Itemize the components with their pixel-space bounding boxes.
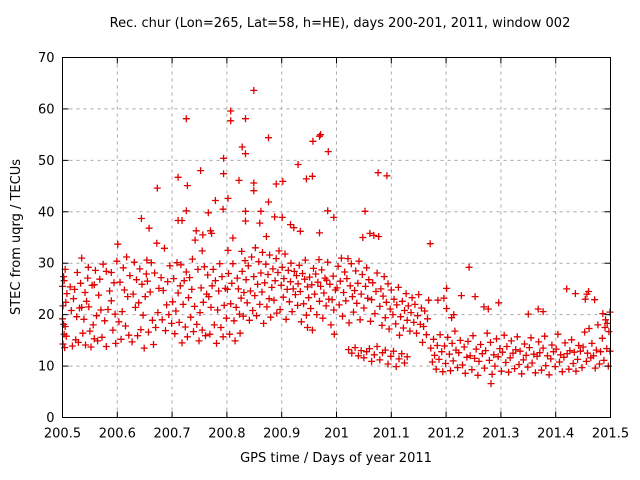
gridlines [62, 57, 611, 418]
x-tick-label: 201.5 [592, 427, 629, 442]
plot-border [62, 57, 611, 418]
x-tick-label: 200.9 [263, 427, 300, 442]
x-tick-label: 200.5 [44, 427, 81, 442]
y-tick-label: 70 [38, 51, 55, 66]
x-tick-label: 201.1 [373, 427, 410, 442]
axis-tick-labels: 200.5 200.6 200.7 200.8 200.9 201 201.1 201.2 20… [38, 51, 629, 442]
x-tick-label: 200.6 [99, 427, 136, 442]
y-tick-label: 0 [46, 411, 54, 426]
x-axis-label: GPS time / Days of year 2011 [240, 451, 432, 466]
y-tick-label: 60 [38, 102, 55, 117]
scatter-points [59, 86, 614, 388]
chart-title: Rec. chur (Lon=265, Lat=58, h=HE), days … [110, 16, 571, 31]
x-tick-label: 201.2 [427, 427, 464, 442]
y-tick-label: 10 [38, 360, 55, 375]
x-tick-label: 201 [324, 427, 349, 442]
x-tick-label: 200.7 [153, 427, 190, 442]
x-tick-label: 201.4 [537, 427, 574, 442]
y-tick-label: 50 [38, 154, 55, 169]
x-tick-label: 200.8 [208, 427, 245, 442]
axis-ticks [62, 57, 611, 418]
x-tick-label: 201.3 [482, 427, 519, 442]
y-tick-label: 30 [38, 257, 55, 272]
data-point-markers [59, 86, 614, 388]
y-tick-label: 40 [38, 205, 55, 220]
y-axis-label: STEC from uqrg / TECUs [9, 159, 24, 315]
y-tick-label: 20 [38, 308, 55, 323]
